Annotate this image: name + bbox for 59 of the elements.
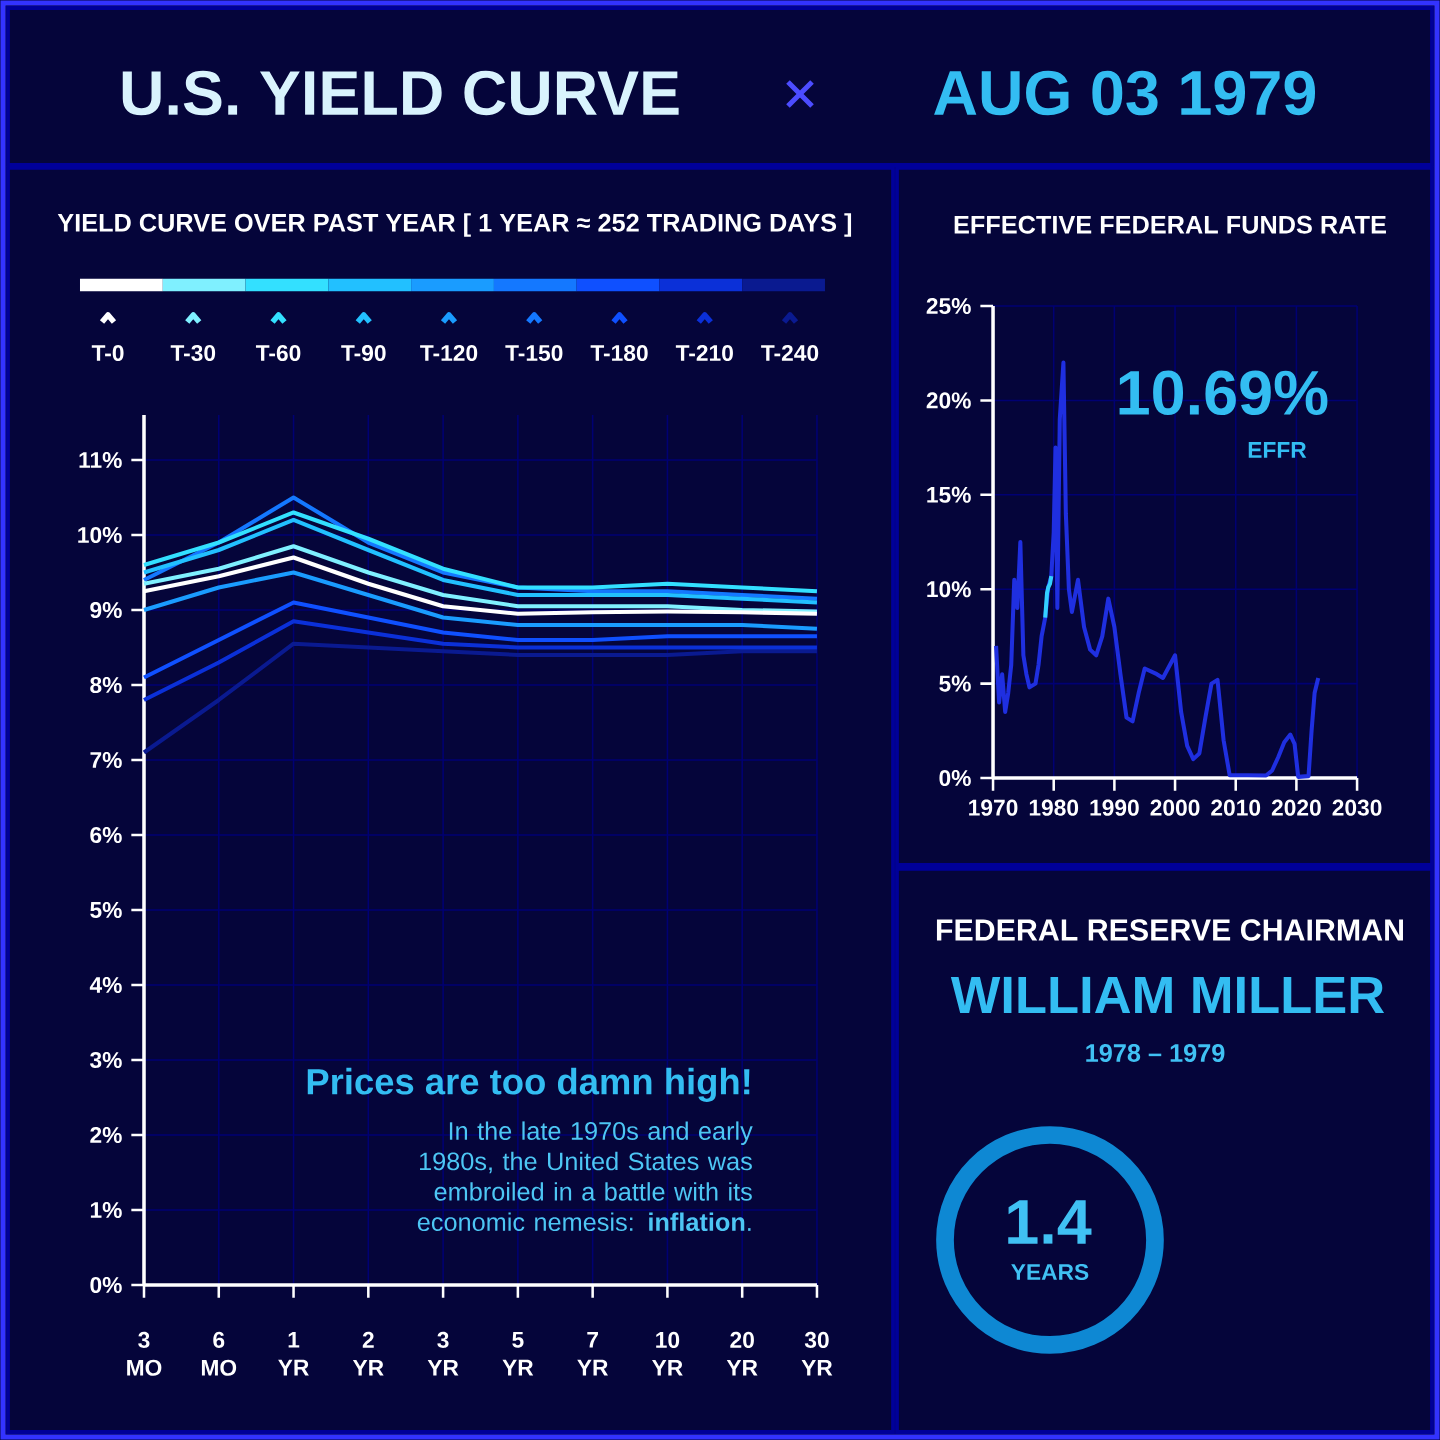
y-tick-label: 9%	[90, 601, 122, 619]
y-tick-label: 5%	[90, 901, 122, 919]
text: WILLIAM MILLER	[950, 976, 1385, 1014]
y-tick-label: 4%	[89, 976, 122, 993]
y-tick-label: 3%	[90, 1051, 122, 1069]
text: 1978 – 1979	[1086, 1044, 1225, 1062]
legend-label: T-210	[675, 344, 733, 362]
x-tick-label: 1990	[1090, 799, 1139, 816]
y-tick-label: 0%	[939, 769, 971, 787]
legend-label: T-240	[761, 344, 819, 362]
chart-title: EFFECTIVE FEDERAL FUNDS RATE	[954, 215, 1386, 234]
x-tick-label: 2010	[1211, 799, 1261, 816]
line-series	[141, 510, 819, 594]
annotation: EFFR	[1248, 442, 1307, 458]
legend-label: T-90	[341, 344, 386, 362]
y-tick-label: 10%	[927, 581, 971, 598]
text: YEARS	[1011, 1263, 1089, 1281]
text: AUG 03 1979	[934, 70, 1316, 116]
line-series	[1043, 574, 1054, 620]
x-tick-label: 2000	[1150, 799, 1200, 816]
y-tick-label: 7%	[90, 751, 122, 768]
x-tick-label: 7 YR	[577, 1331, 609, 1376]
x-tick-label: 30 YR	[801, 1331, 833, 1376]
y-tick-label: 25%	[926, 297, 971, 315]
x-tick-label: 2020	[1271, 799, 1321, 816]
legend-label: T-0	[91, 344, 124, 362]
x-tick-label: 3 MO	[127, 1331, 162, 1376]
y-tick-label: 0%	[90, 1276, 122, 1294]
y-tick-label: 20%	[926, 392, 971, 409]
legend-label: T-30	[170, 344, 216, 362]
legend-label: T-120	[420, 344, 478, 362]
legend-label: T-150	[505, 344, 563, 362]
x-tick-label: 3 YR	[427, 1331, 459, 1376]
annotation: Prices are too damn high!	[307, 1067, 750, 1102]
x-tick-label: 5 YR	[502, 1331, 534, 1376]
x-tick-label: 10 YR	[651, 1331, 683, 1376]
text: FEDERAL RESERVE CHAIRMAN	[936, 919, 1403, 941]
x-tick-label: 1970	[969, 799, 1018, 816]
y-tick-label: 8%	[90, 676, 122, 694]
y-tick-label: 6%	[90, 826, 122, 844]
x-tick-label: 6 MO	[201, 1331, 237, 1376]
y-tick-label: 15%	[927, 486, 971, 503]
chart-title: YIELD CURVE OVER PAST YEAR [ 1 YEAR ≈ 252 TRADING DAYS ]	[57, 213, 852, 237]
x-tick-label: 2030	[1332, 799, 1382, 816]
y-tick-label: 1%	[90, 1201, 122, 1218]
text: 1.4	[1008, 1200, 1092, 1244]
x-tick-label: 20 YR	[726, 1331, 758, 1376]
x-tick-label: 2 YR	[352, 1331, 384, 1376]
annotation: In the late 1970s and early 1980s, the United States was embroiled in a battle with its economic nemesis: inflation.	[417, 1121, 753, 1232]
legend-label: T-60	[255, 344, 301, 362]
annotation: 10.69%	[1119, 370, 1328, 416]
x-tick-label: 1 YR	[278, 1331, 309, 1376]
text: U.S. YIELD CURVE	[122, 70, 679, 116]
y-tick-label: 5%	[939, 675, 971, 692]
y-tick-label: 11%	[79, 451, 122, 468]
legend-label: T-180	[590, 344, 648, 362]
x-tick-label: 1980	[1029, 799, 1079, 816]
y-tick-label: 10%	[78, 526, 122, 544]
y-tick-label: 2%	[90, 1126, 122, 1143]
